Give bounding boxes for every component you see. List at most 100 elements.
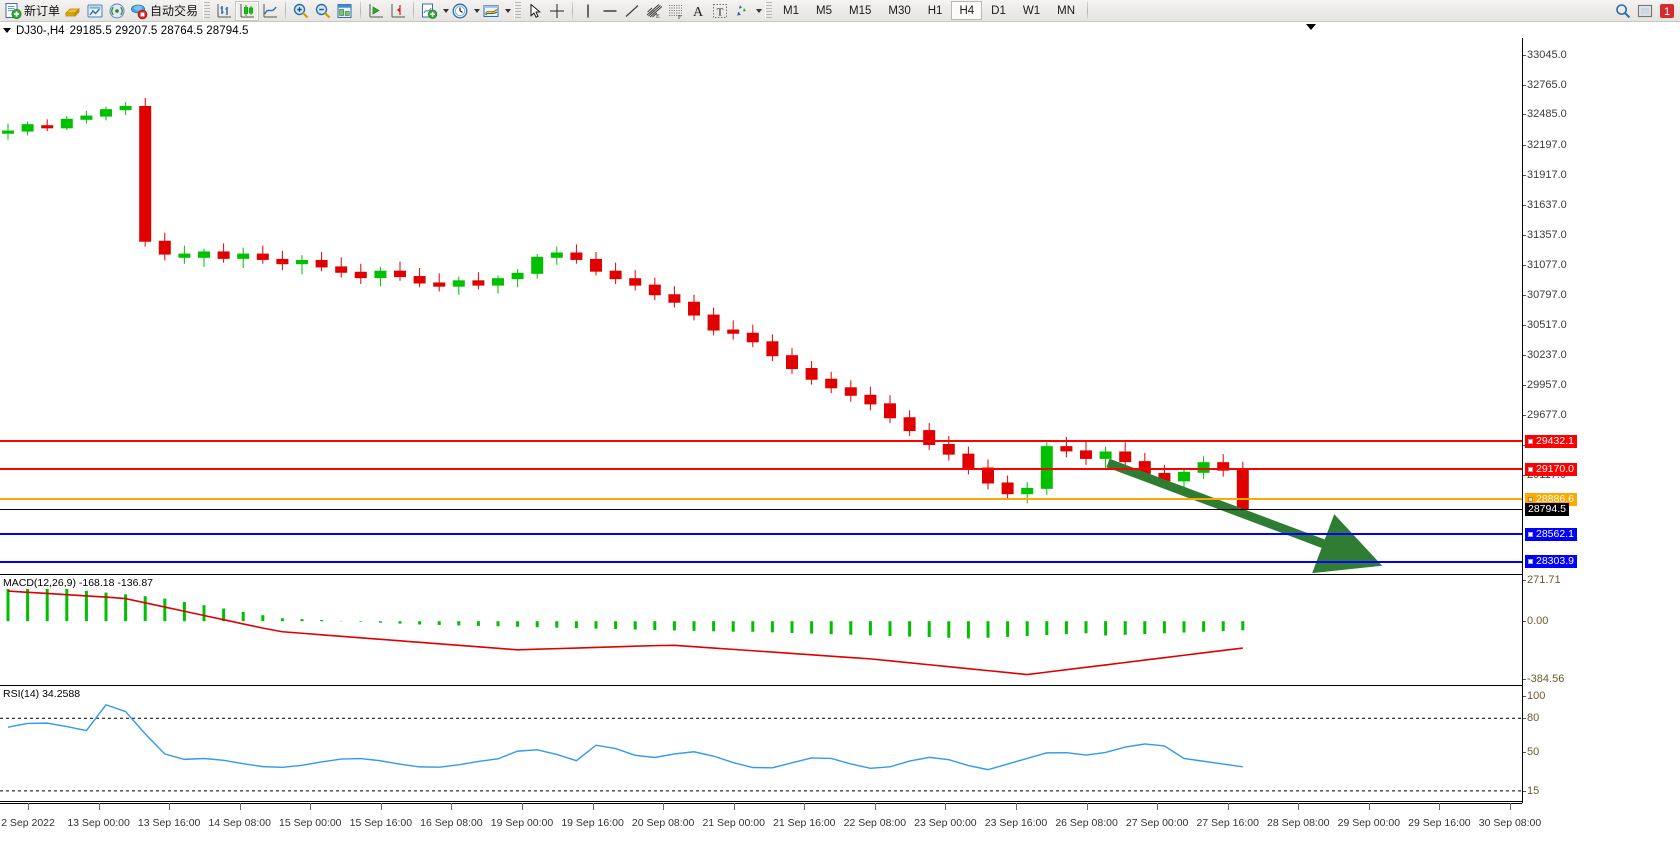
price-axis-tick: 31357.0	[1523, 229, 1567, 242]
time-axis-label: 13 Sep 16:00	[137, 817, 201, 829]
timeframe-m5[interactable]: M5	[816, 4, 832, 17]
time-axis-label: 27 Sep 00:00	[1125, 817, 1189, 829]
price-axis[interactable]: 33045.0 32765.0 32485.0 32197.0 31917.0 31637…	[1522, 38, 1680, 803]
time-axis-tick	[1298, 803, 1300, 810]
price-axis-tick: 30237.0	[1523, 348, 1567, 361]
timeframe-m1[interactable]: M1	[783, 4, 800, 17]
price-level-line-1[interactable]	[0, 468, 1522, 471]
price-level-label-3[interactable]: 28794.5	[1525, 502, 1569, 516]
macd-label: MACD(12,26,9) -168.18 -136.87	[2, 577, 154, 589]
indicators-dropdown-caret[interactable]	[443, 8, 450, 13]
time-axis-label: 16 Sep 08:00	[420, 817, 483, 829]
line-chart-button[interactable]	[259, 1, 281, 21]
market-watch-button[interactable]	[84, 1, 106, 21]
periods-dropdown-caret[interactable]	[474, 8, 481, 13]
signals-button[interactable]	[106, 1, 128, 21]
cursor-button[interactable]	[524, 1, 546, 21]
price-level-label-1[interactable]: 29170.0	[1525, 462, 1577, 476]
toolbar-grip-1[interactable]	[203, 2, 211, 19]
time-axis-tick	[804, 803, 806, 810]
price-level-label-4[interactable]: 28562.1	[1525, 527, 1577, 541]
equidistant-channel-button[interactable]: E	[643, 1, 665, 21]
search-button[interactable]	[1612, 1, 1634, 21]
objects-dropdown-caret[interactable]	[756, 8, 763, 13]
toolbar-grip-3[interactable]	[765, 2, 773, 19]
notification-badge-button[interactable]: 1	[1656, 1, 1678, 21]
templates-button[interactable]	[480, 1, 502, 21]
time-axis-label: 15 Sep 00:00	[279, 817, 342, 829]
toolbar-grip-2[interactable]	[514, 2, 522, 19]
text-label-icon: T	[713, 3, 728, 18]
time-axis-line	[0, 803, 1522, 804]
zoom-out-button[interactable]	[312, 1, 334, 21]
autotrading-label: 自动交易	[150, 4, 199, 18]
auto-scroll-button[interactable]	[365, 1, 387, 21]
price-level-label-2[interactable]: 28886.6	[1525, 492, 1577, 506]
price-level-line-5[interactable]	[0, 560, 1522, 563]
price-level-line-2[interactable]	[0, 498, 1522, 501]
time-axis-label: 20 Sep 08:00	[631, 817, 695, 829]
timeframe-m30[interactable]: M30	[888, 4, 911, 17]
chart-shift-button[interactable]	[387, 1, 409, 21]
time-axis-label: 19 Sep 00:00	[490, 817, 554, 829]
fullscreen-button[interactable]	[1634, 1, 1656, 21]
equidistant-channel-icon: E	[646, 3, 663, 20]
price-level-line-current	[0, 509, 1522, 511]
time-axis-tick	[522, 803, 523, 810]
horizontal-line-icon	[603, 9, 617, 12]
macd-pane[interactable]: MACD(12,26,9) -168.18 -136.87	[0, 576, 1522, 686]
price-level-label-5[interactable]: 28303.9	[1525, 555, 1577, 569]
periods-button[interactable]	[449, 1, 471, 21]
timeframe-h1[interactable]: H1	[927, 4, 943, 17]
candlestick-chart-button[interactable]	[235, 0, 260, 21]
templates-dropdown-caret[interactable]	[505, 8, 512, 13]
time-axis-label: 21 Sep 16:00	[773, 817, 836, 829]
new-order-button[interactable]: 新订单	[2, 1, 62, 21]
autotrading-icon	[131, 4, 148, 19]
price-level-label-text: 28794.5	[1528, 502, 1566, 515]
candlestick-chart-icon	[240, 3, 255, 17]
periods-icon	[452, 3, 468, 18]
price-axis-tick: 30797.0	[1523, 289, 1567, 302]
chart-template-button[interactable]	[334, 1, 356, 21]
trendline-icon	[625, 4, 639, 17]
autotrading-button[interactable]: 自动交易	[128, 1, 200, 21]
indicators-button[interactable]	[418, 1, 440, 21]
svg-text:E: E	[656, 14, 660, 20]
timeframe-mn[interactable]: MN	[1057, 4, 1075, 17]
price-level-label-0[interactable]: 29432.1	[1525, 434, 1577, 448]
new-order-label: 新订单	[24, 4, 61, 18]
objects-button[interactable]	[731, 1, 753, 21]
rsi-pane[interactable]: RSI(14) 34.2588	[0, 687, 1522, 802]
price-level-line-0[interactable]	[0, 440, 1522, 443]
chart-collapse-caret[interactable]	[1306, 24, 1316, 30]
search-icon	[1616, 3, 1631, 18]
chart-shift-icon	[391, 3, 406, 17]
timeframe-w1[interactable]: W1	[1022, 4, 1041, 17]
price-level-label-text: 29432.1	[1536, 434, 1574, 447]
price-pane[interactable]	[0, 38, 1522, 575]
price-level-line-4[interactable]	[0, 533, 1522, 536]
zoom-in-button[interactable]	[290, 1, 312, 21]
trendline-button[interactable]	[621, 1, 643, 21]
text-button[interactable]: A	[687, 1, 709, 21]
vertical-line-button[interactable]	[577, 1, 599, 21]
main-toolbar: 新订单	[0, 0, 1680, 22]
time-axis-label: 27 Sep 16:00	[1196, 817, 1259, 829]
timeframe-h4[interactable]: H4	[951, 1, 983, 20]
toolbar-separator-4	[572, 2, 574, 19]
gold-button[interactable]	[62, 1, 84, 21]
text-label-button[interactable]: T	[709, 1, 731, 21]
price-axis-tick: 32485.0	[1523, 108, 1567, 121]
crosshair-button[interactable]	[546, 1, 568, 21]
fibonacci-button[interactable]: F	[665, 1, 687, 21]
horizontal-line-button[interactable]	[599, 1, 621, 21]
timeframe-d1[interactable]: D1	[991, 4, 1006, 17]
objects-icon	[737, 4, 747, 15]
time-axis-tick	[592, 803, 594, 810]
symbol-collapse-caret[interactable]	[3, 28, 11, 33]
symbol-ohlc: 29185.5 29207.5 28764.5 28794.5	[69, 24, 249, 37]
bar-chart-button[interactable]	[213, 1, 235, 21]
timeframe-m15[interactable]: M15	[849, 4, 872, 17]
time-axis-tick	[1086, 803, 1088, 810]
